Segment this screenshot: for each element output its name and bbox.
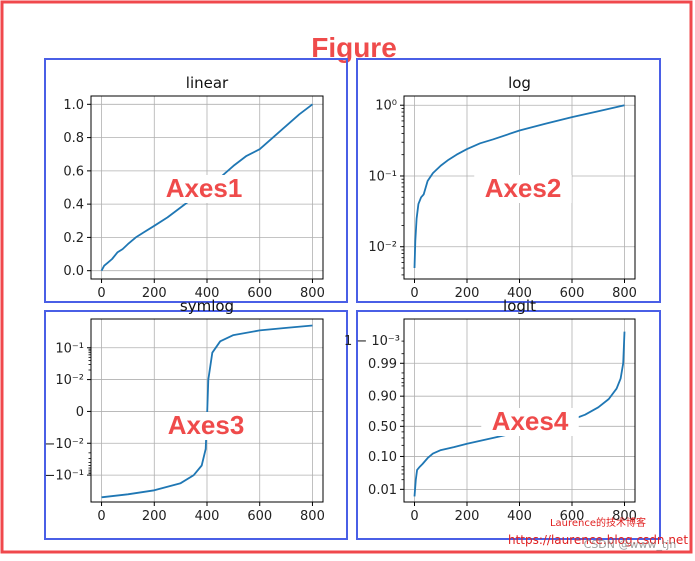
axes-annotation-label: Axes2 xyxy=(485,173,562,203)
axes1-frame xyxy=(44,58,348,303)
x-tick-label: 0 xyxy=(97,286,105,301)
watermark-url: https://laurence.blog.csdn.net xyxy=(508,533,688,547)
axes-annotation-backdrop xyxy=(157,412,255,440)
axes-annotation-backdrop xyxy=(474,175,572,203)
x-tick-label: 200 xyxy=(142,286,167,301)
axes-title: logit xyxy=(503,297,536,315)
y-tick-label: 1.0 xyxy=(63,98,84,113)
axes-title: log xyxy=(508,74,531,92)
x-tick-label: 400 xyxy=(507,286,532,301)
x-tick-label: 200 xyxy=(455,509,480,524)
y-tick-label: 10⁰ xyxy=(375,99,397,114)
x-tick-label: 200 xyxy=(142,509,167,524)
axes-1: 0 200 400 600 800 0.0 0.2 0.4 0.6 0.8 1.0 linear Axe… xyxy=(63,74,325,301)
x-tick-label: 600 xyxy=(560,286,585,301)
y-tick-label: 0.4 xyxy=(63,198,84,213)
x-tick-label: 600 xyxy=(247,286,272,301)
x-tick-label: 800 xyxy=(612,509,637,524)
y-tick-label: 0.01 xyxy=(368,483,397,498)
y-tick-label: 10⁻¹ xyxy=(368,169,397,184)
y-tick-label: 0.8 xyxy=(63,131,84,146)
x-tick-label: 400 xyxy=(195,286,220,301)
y-tick-label: 1 − 10⁻³ xyxy=(344,334,400,349)
axes-annotation-label: Axes4 xyxy=(492,406,569,436)
x-tick-label: 800 xyxy=(300,509,325,524)
series-line xyxy=(100,103,314,272)
y-tick-label: 10⁻¹ xyxy=(55,341,84,356)
watermark-csdn: CSDN @www_tjn xyxy=(584,538,677,551)
series-line xyxy=(413,104,625,269)
axes-annotation-label: Axes3 xyxy=(168,410,245,440)
axes-2: 0 200 400 600 800 10⁻² 10⁻¹ 10⁰ log Axes2 xyxy=(368,74,637,301)
axes4-frame xyxy=(356,310,661,540)
axes-spine xyxy=(90,318,324,503)
x-tick-label: 800 xyxy=(300,286,325,301)
y-tick-label: −10⁻² xyxy=(44,437,84,452)
axes-spine xyxy=(90,95,324,280)
y-tick-label: 0.90 xyxy=(368,390,397,405)
axes-title: symlog xyxy=(180,297,234,315)
figure-label: Figure xyxy=(311,32,397,63)
axes3-frame xyxy=(44,310,348,540)
axes-spine xyxy=(403,318,636,503)
y-tick-label: 0.2 xyxy=(63,231,84,246)
x-tick-label: 800 xyxy=(612,286,637,301)
axes-annotation-backdrop xyxy=(155,175,253,203)
watermark-blog-name: Laurence的技术博客 xyxy=(550,516,646,529)
x-tick-label: 400 xyxy=(195,509,220,524)
y-tick-label: 10⁻² xyxy=(55,373,84,388)
axes-annotation-backdrop xyxy=(481,408,579,436)
x-tick-label: 600 xyxy=(247,509,272,524)
axes-title: linear xyxy=(186,74,229,92)
y-tick-label: 10⁻² xyxy=(368,240,397,255)
y-tick-label: 0 xyxy=(76,405,84,420)
axes-4: 0 200 400 600 800 0.01 0.10 0.50 0.90 0.99 1 − 10⁻… xyxy=(344,297,637,524)
x-tick-label: 0 xyxy=(410,509,418,524)
x-tick-label: 0 xyxy=(97,509,105,524)
axes-spine xyxy=(403,95,636,280)
y-tick-label: 0.99 xyxy=(368,357,397,372)
x-tick-label: 200 xyxy=(455,286,480,301)
axes-annotation-label: Axes1 xyxy=(166,173,243,203)
axes2-frame xyxy=(356,58,661,303)
axes-3: 0 200 400 600 800 −10⁻¹ −10⁻² 0 10⁻² 10⁻¹ symlog Ax… xyxy=(44,297,324,524)
x-tick-label: 600 xyxy=(560,509,585,524)
figure-label-backdrop xyxy=(304,28,404,62)
series-line xyxy=(413,331,626,497)
x-tick-label: 400 xyxy=(507,509,532,524)
x-tick-label: 0 xyxy=(410,286,418,301)
y-tick-label: 0.0 xyxy=(63,264,84,279)
y-tick-label: 0.10 xyxy=(368,450,397,465)
y-tick-label: 0.6 xyxy=(63,164,84,179)
y-tick-label: −10⁻¹ xyxy=(44,469,84,484)
y-tick-label: 0.50 xyxy=(368,420,397,435)
